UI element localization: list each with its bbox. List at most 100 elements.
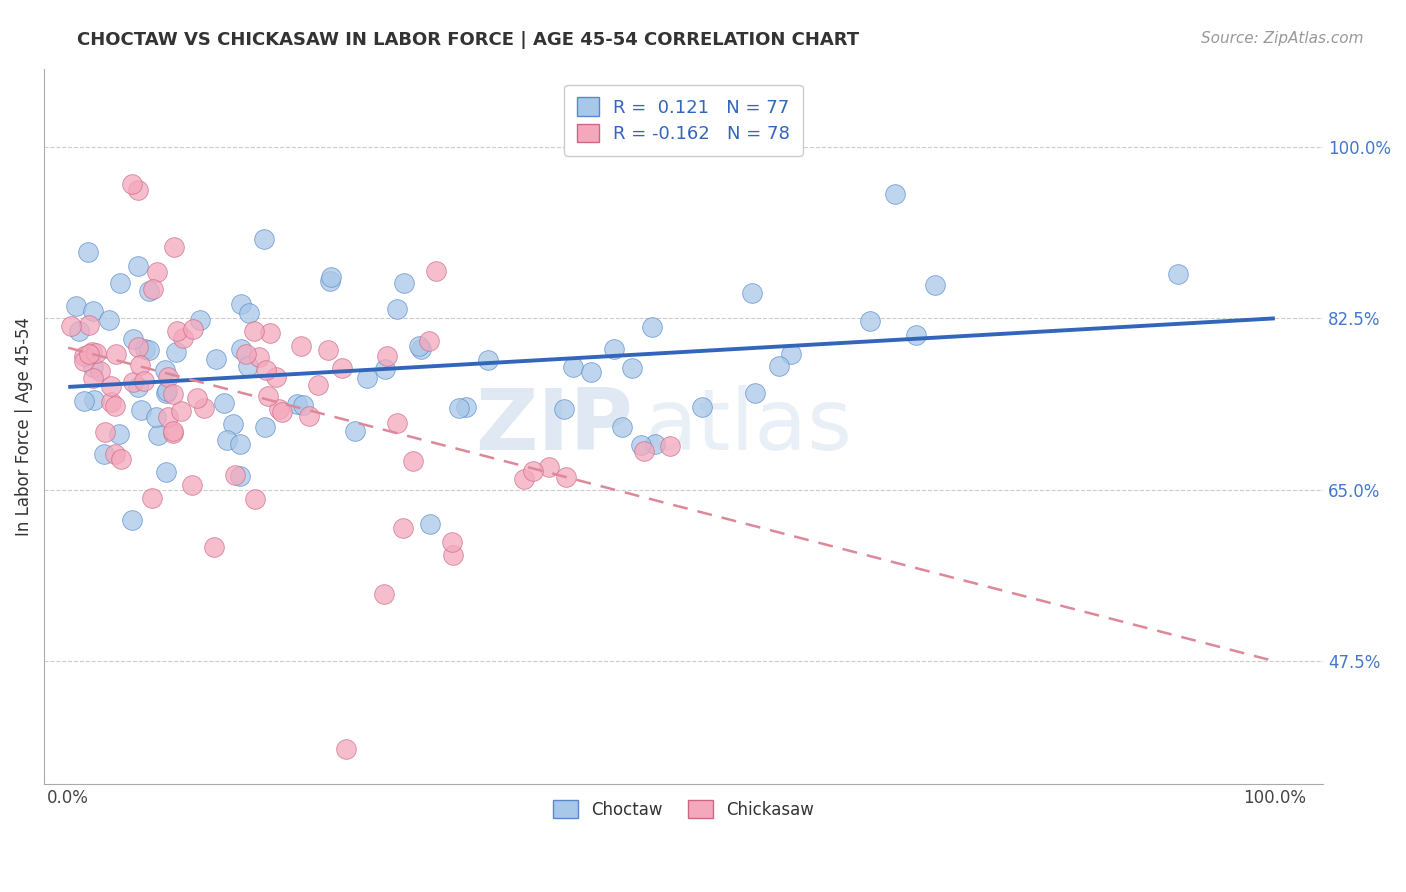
Point	[155, 465, 177, 479]
Point	[247, 350, 270, 364]
Point	[316, 343, 339, 357]
Point	[555, 470, 578, 484]
Point	[156, 370, 179, 384]
Point	[256, 389, 278, 403]
Point	[224, 467, 246, 482]
Point	[100, 379, 122, 393]
Point	[93, 446, 115, 460]
Point	[579, 365, 602, 379]
Text: CHOCTAW VS CHICKASAW IN LABOR FORCE | AGE 45-54 CORRELATION CHART: CHOCTAW VS CHICKASAW IN LABOR FORCE | AG…	[77, 31, 859, 49]
Point	[419, 517, 441, 532]
Point	[385, 416, 408, 430]
Point	[229, 468, 252, 483]
Point	[84, 345, 107, 359]
Point	[83, 393, 105, 408]
Point	[122, 376, 145, 390]
Point	[290, 338, 312, 352]
Point	[104, 399, 127, 413]
Point	[155, 363, 177, 377]
Point	[690, 401, 713, 415]
Point	[522, 464, 544, 478]
Point	[105, 347, 128, 361]
Point	[537, 459, 560, 474]
Point	[188, 312, 211, 326]
Point	[104, 447, 127, 461]
Point	[162, 424, 184, 438]
Point	[741, 286, 763, 301]
Point	[905, 327, 928, 342]
Point	[156, 384, 179, 399]
Point	[121, 513, 143, 527]
Point	[162, 425, 184, 440]
Point	[375, 349, 398, 363]
Point	[193, 401, 215, 415]
Point	[132, 374, 155, 388]
Point	[644, 436, 666, 450]
Point	[215, 433, 238, 447]
Point	[77, 244, 100, 259]
Point	[235, 347, 257, 361]
Point	[229, 297, 252, 311]
Point	[127, 183, 149, 197]
Point	[267, 401, 290, 416]
Point	[165, 344, 187, 359]
Point	[108, 276, 131, 290]
Point	[779, 347, 801, 361]
Text: Source: ZipAtlas.com: Source: ZipAtlas.com	[1201, 31, 1364, 46]
Point	[1167, 267, 1189, 281]
Point	[129, 359, 152, 373]
Point	[73, 353, 96, 368]
Point	[373, 587, 395, 601]
Point	[138, 284, 160, 298]
Point	[409, 342, 432, 356]
Point	[562, 359, 585, 374]
Point	[392, 521, 415, 535]
Point	[356, 371, 378, 385]
Point	[254, 420, 277, 434]
Point	[620, 360, 643, 375]
Point	[82, 345, 104, 359]
Point	[859, 314, 882, 328]
Point	[385, 301, 408, 316]
Point	[60, 319, 83, 334]
Point	[441, 548, 464, 562]
Point	[238, 306, 260, 320]
Point	[65, 299, 87, 313]
Point	[127, 259, 149, 273]
Point	[335, 742, 357, 756]
Point	[122, 332, 145, 346]
Point	[243, 324, 266, 338]
Point	[332, 361, 354, 376]
Point	[186, 391, 208, 405]
Point	[205, 351, 228, 366]
Point	[402, 454, 425, 468]
Point	[319, 274, 342, 288]
Point	[270, 404, 292, 418]
Point	[883, 186, 905, 201]
Y-axis label: In Labor Force | Age 45-54: In Labor Force | Age 45-54	[15, 317, 32, 535]
Point	[82, 304, 104, 318]
Point	[100, 395, 122, 409]
Point	[162, 387, 184, 401]
Point	[553, 401, 575, 416]
Point	[238, 359, 260, 373]
Text: ZIP: ZIP	[475, 384, 633, 467]
Point	[298, 409, 321, 423]
Point	[254, 363, 277, 377]
Point	[79, 347, 101, 361]
Legend: Choctaw, Chickasaw: Choctaw, Chickasaw	[547, 794, 821, 825]
Point	[172, 331, 194, 345]
Point	[141, 491, 163, 505]
Text: atlas: atlas	[645, 384, 853, 467]
Point	[610, 420, 633, 434]
Point	[131, 402, 153, 417]
Point	[155, 386, 177, 401]
Point	[145, 410, 167, 425]
Point	[374, 361, 396, 376]
Point	[82, 360, 104, 375]
Point	[127, 340, 149, 354]
Point	[214, 396, 236, 410]
Point	[477, 353, 499, 368]
Point	[343, 424, 366, 438]
Point	[127, 380, 149, 394]
